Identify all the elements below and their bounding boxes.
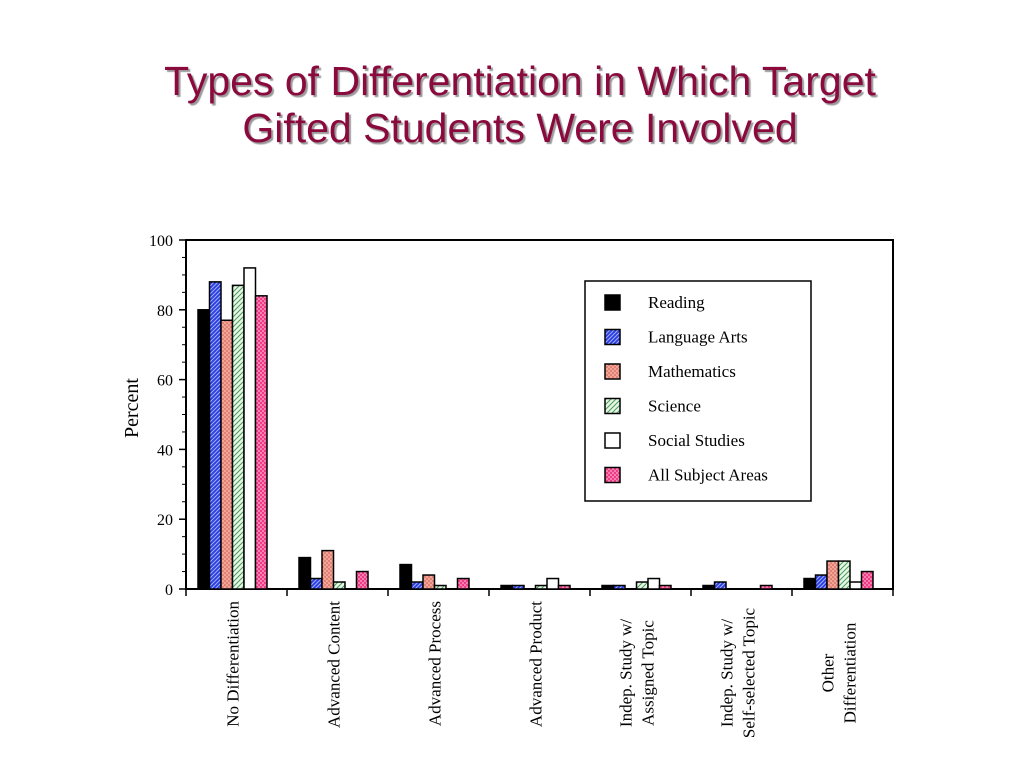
legend-label-language-arts: Language Arts [648,328,748,347]
bar-language-arts-other-differentiation [814,574,828,590]
bar-social-studies-indep-study-w-assigned-topic [647,577,661,590]
legend-swatch-science [604,397,621,415]
y-tick-label: 100 [149,233,173,250]
bar-language-arts-advanced-product [511,584,525,590]
legend-label-reading: Reading [648,293,705,312]
bar-mathematics-other-differentiation [826,560,840,590]
x-category-label: Indep. Study w/Assigned Topic [617,619,658,727]
slide-title: Types of Differentiation in Which Target… [0,58,1024,152]
bar-social-studies-no-differentiation [243,267,257,590]
y-tick-label: 20 [157,512,173,529]
bar-mathematics-advanced-process [422,574,436,590]
x-category-label: Other Differentiation [819,622,860,723]
legend-label-social-studies: Social Studies [648,431,745,450]
bar-science-indep-study-w-assigned-topic [635,581,649,590]
bar-reading-advanced-content [298,556,312,590]
legend-label-all-subject-areas: All Subject Areas [648,466,768,485]
y-tick-label: 60 [157,373,173,390]
bar-all-subject-areas-indep-study-w-assigned-topic [658,584,672,590]
legend-swatch-language-arts [604,328,621,346]
bar-social-studies-advanced-product [546,577,560,590]
bar-reading-indep-study-w-self-selected-topic [702,584,716,590]
bar-reading-other-differentiation [803,577,817,590]
bar-all-subject-areas-indep-study-w-self-selected-topic [759,584,773,590]
bar-science-no-differentiation [231,284,245,590]
bar-language-arts-indep-study-w-self-selected-topic [713,581,727,590]
x-category-label: Advanced Content [325,601,344,728]
bar-science-advanced-content [332,581,346,590]
bar-science-other-differentiation [837,560,851,590]
bar-all-subject-areas-advanced-content [355,570,369,590]
slide-title-line-2: Gifted Students Were Involved [242,105,798,151]
y-tick-label: 0 [165,582,173,599]
legend-box [584,280,812,502]
legend-label-science: Science [648,397,701,416]
slide-title-line-1: Types of Differentiation in Which Target [164,58,876,104]
legend-swatch-reading [604,294,621,311]
bar-language-arts-advanced-content [309,577,323,590]
x-category-label: No Differentiation [224,601,243,727]
legend-swatch-mathematics [604,363,621,380]
bar-mathematics-advanced-content [321,549,335,590]
bar-language-arts-advanced-process [410,581,424,590]
bar-reading-advanced-process [399,563,413,590]
bar-reading-no-differentiation [197,309,211,590]
bar-social-studies-other-differentiation [849,581,863,590]
bar-all-subject-areas-no-differentiation [254,295,268,590]
bar-all-subject-areas-advanced-product [557,584,571,590]
legend-label-mathematics: Mathematics [648,362,736,381]
bar-all-subject-areas-other-differentiation [860,570,874,590]
y-tick-label: 40 [157,442,173,459]
y-tick-label: 80 [157,303,173,320]
x-category-label: Advanced Process [426,601,445,726]
legend-swatch-all-subject-areas [604,466,621,484]
bar-reading-advanced-product [500,584,514,590]
bar-mathematics-no-differentiation [220,319,234,590]
bar-science-advanced-product [534,584,548,590]
bar-language-arts-no-differentiation [208,281,222,590]
bar-reading-indep-study-w-assigned-topic [601,584,615,590]
x-category-label: Indep. Study w/Self-selected Topic [718,607,759,738]
bar-language-arts-indep-study-w-assigned-topic [612,584,626,590]
x-category-label: Advanced Product [527,601,546,727]
bar-all-subject-areas-advanced-process [456,577,470,590]
bar-science-advanced-process [433,584,447,590]
y-axis-label: Percent [121,378,143,438]
legend-swatch-social-studies [604,432,621,449]
